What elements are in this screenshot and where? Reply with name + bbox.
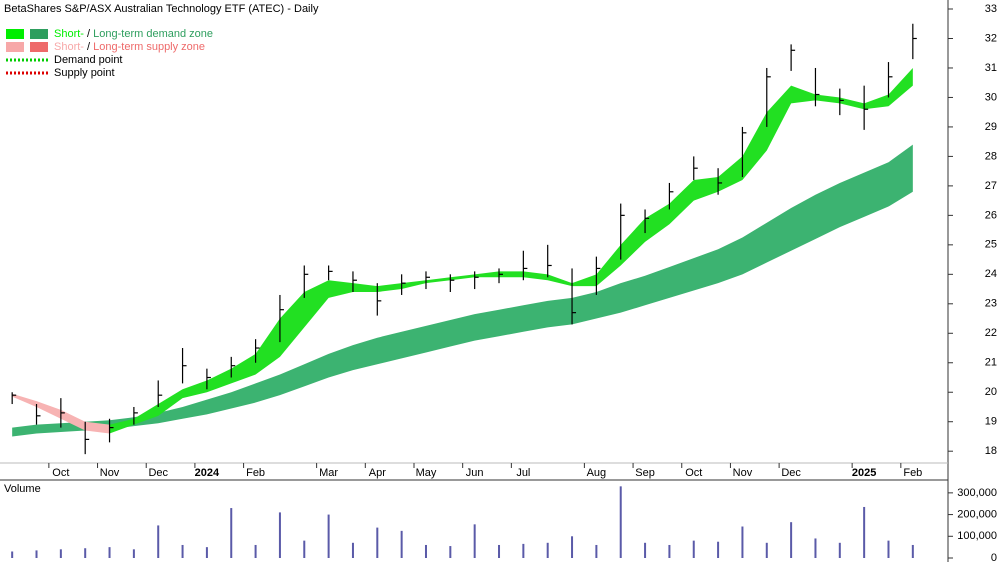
volume-bar [473, 524, 476, 558]
legend-short: Short- [54, 41, 84, 53]
volume-bar [181, 544, 184, 558]
legend-long: Long-term demand zone [93, 28, 213, 40]
volume-bar [522, 543, 525, 558]
volume-bar [595, 544, 598, 558]
y-tick-label: 28 [985, 150, 997, 162]
x-tick-label: Feb [903, 467, 922, 479]
volume-bar [571, 536, 574, 558]
x-tick-label: Nov [100, 467, 120, 479]
legend-label: Supply point [54, 67, 115, 79]
volume-bar [887, 540, 890, 558]
y-tick-label: 20 [985, 386, 997, 398]
legend-swatch [6, 29, 24, 39]
y-tick-label: 27 [985, 180, 997, 192]
volume-bar [911, 544, 914, 558]
volume-bar [327, 514, 330, 558]
volume-bar [254, 544, 257, 558]
volume-bar [400, 530, 403, 558]
volume-bar [108, 547, 111, 558]
x-tick-label: Oct [52, 467, 69, 479]
legend-swatch [30, 29, 48, 39]
legend-label: Demand point [54, 54, 123, 66]
volume-bar [132, 549, 135, 558]
volume-bar [11, 551, 14, 558]
volume-bar [278, 512, 281, 558]
volume-bar [424, 544, 427, 558]
x-tick-label: May [416, 467, 437, 479]
legend-sep: / [84, 28, 93, 40]
x-tick-label: Dec [781, 467, 801, 479]
volume-bar [692, 540, 695, 558]
x-tick-label: Sep [635, 467, 655, 479]
y-tick-label: 18 [985, 445, 997, 457]
volume-bar [205, 547, 208, 558]
volume-bar [84, 548, 87, 558]
legend-swatch [30, 42, 48, 52]
volume-bar [668, 544, 671, 558]
volume-bar [498, 544, 501, 558]
chart-title: BetaShares S&P/ASX Australian Technology… [4, 3, 319, 15]
y-tick-label: 29 [985, 121, 997, 133]
y-tick-label: 25 [985, 239, 997, 251]
y-tick-label: 32 [985, 32, 997, 44]
x-tick-label: Dec [148, 467, 168, 479]
legend-short: Short- [54, 28, 84, 40]
volume-bar [546, 542, 549, 558]
x-tick-label: 2025 [852, 467, 876, 479]
y-tick-label: 31 [985, 62, 997, 74]
y-tick-label: 26 [985, 209, 997, 221]
x-tick-label: 2024 [195, 467, 220, 479]
volume-bar [351, 542, 354, 558]
x-tick-label: Oct [685, 467, 702, 479]
legend-label: Short- / Long-term demand zone [54, 28, 213, 40]
volume-bar [790, 522, 793, 558]
volume-bar [303, 540, 306, 558]
y-tick-label: 21 [985, 357, 997, 369]
x-tick-label: Aug [587, 467, 607, 479]
x-tick-label: Feb [246, 467, 265, 479]
x-tick-label: Jun [466, 467, 484, 479]
volume-bar [376, 527, 379, 558]
legend-label: Short- / Long-term supply zone [54, 41, 205, 53]
x-tick-label: Apr [369, 467, 386, 479]
volume-bar [59, 549, 62, 558]
volume-bar [765, 542, 768, 558]
y-tick-label: 0 [991, 552, 997, 562]
volume-bar [619, 486, 622, 558]
y-tick-label: 200,000 [957, 508, 997, 520]
volume-bar [644, 542, 647, 558]
y-tick-label: 33 [985, 3, 997, 15]
volume-bar [814, 538, 817, 558]
volume-bar [449, 546, 452, 558]
panel-title: Volume [4, 483, 41, 495]
volume-bar [35, 550, 38, 558]
x-tick-label: Mar [319, 467, 338, 479]
volume-bar [717, 541, 720, 558]
x-tick-label: Nov [733, 467, 753, 479]
y-tick-label: 22 [985, 327, 997, 339]
legend-swatch [6, 42, 24, 52]
legend-long: Long-term supply zone [93, 41, 205, 53]
y-tick-label: 19 [985, 416, 997, 428]
y-tick-label: 100,000 [957, 530, 997, 542]
volume-bar [230, 508, 233, 558]
y-tick-label: 24 [985, 268, 997, 280]
volume-bar [741, 526, 744, 558]
legend-sep: / [84, 41, 93, 53]
y-tick-label: 300,000 [957, 487, 997, 499]
volume-bar [157, 525, 160, 558]
x-tick-label: Jul [516, 467, 530, 479]
y-tick-label: 23 [985, 298, 997, 310]
y-tick-label: 30 [985, 91, 997, 103]
volume-bar [838, 542, 841, 558]
volume-bar [863, 506, 866, 558]
